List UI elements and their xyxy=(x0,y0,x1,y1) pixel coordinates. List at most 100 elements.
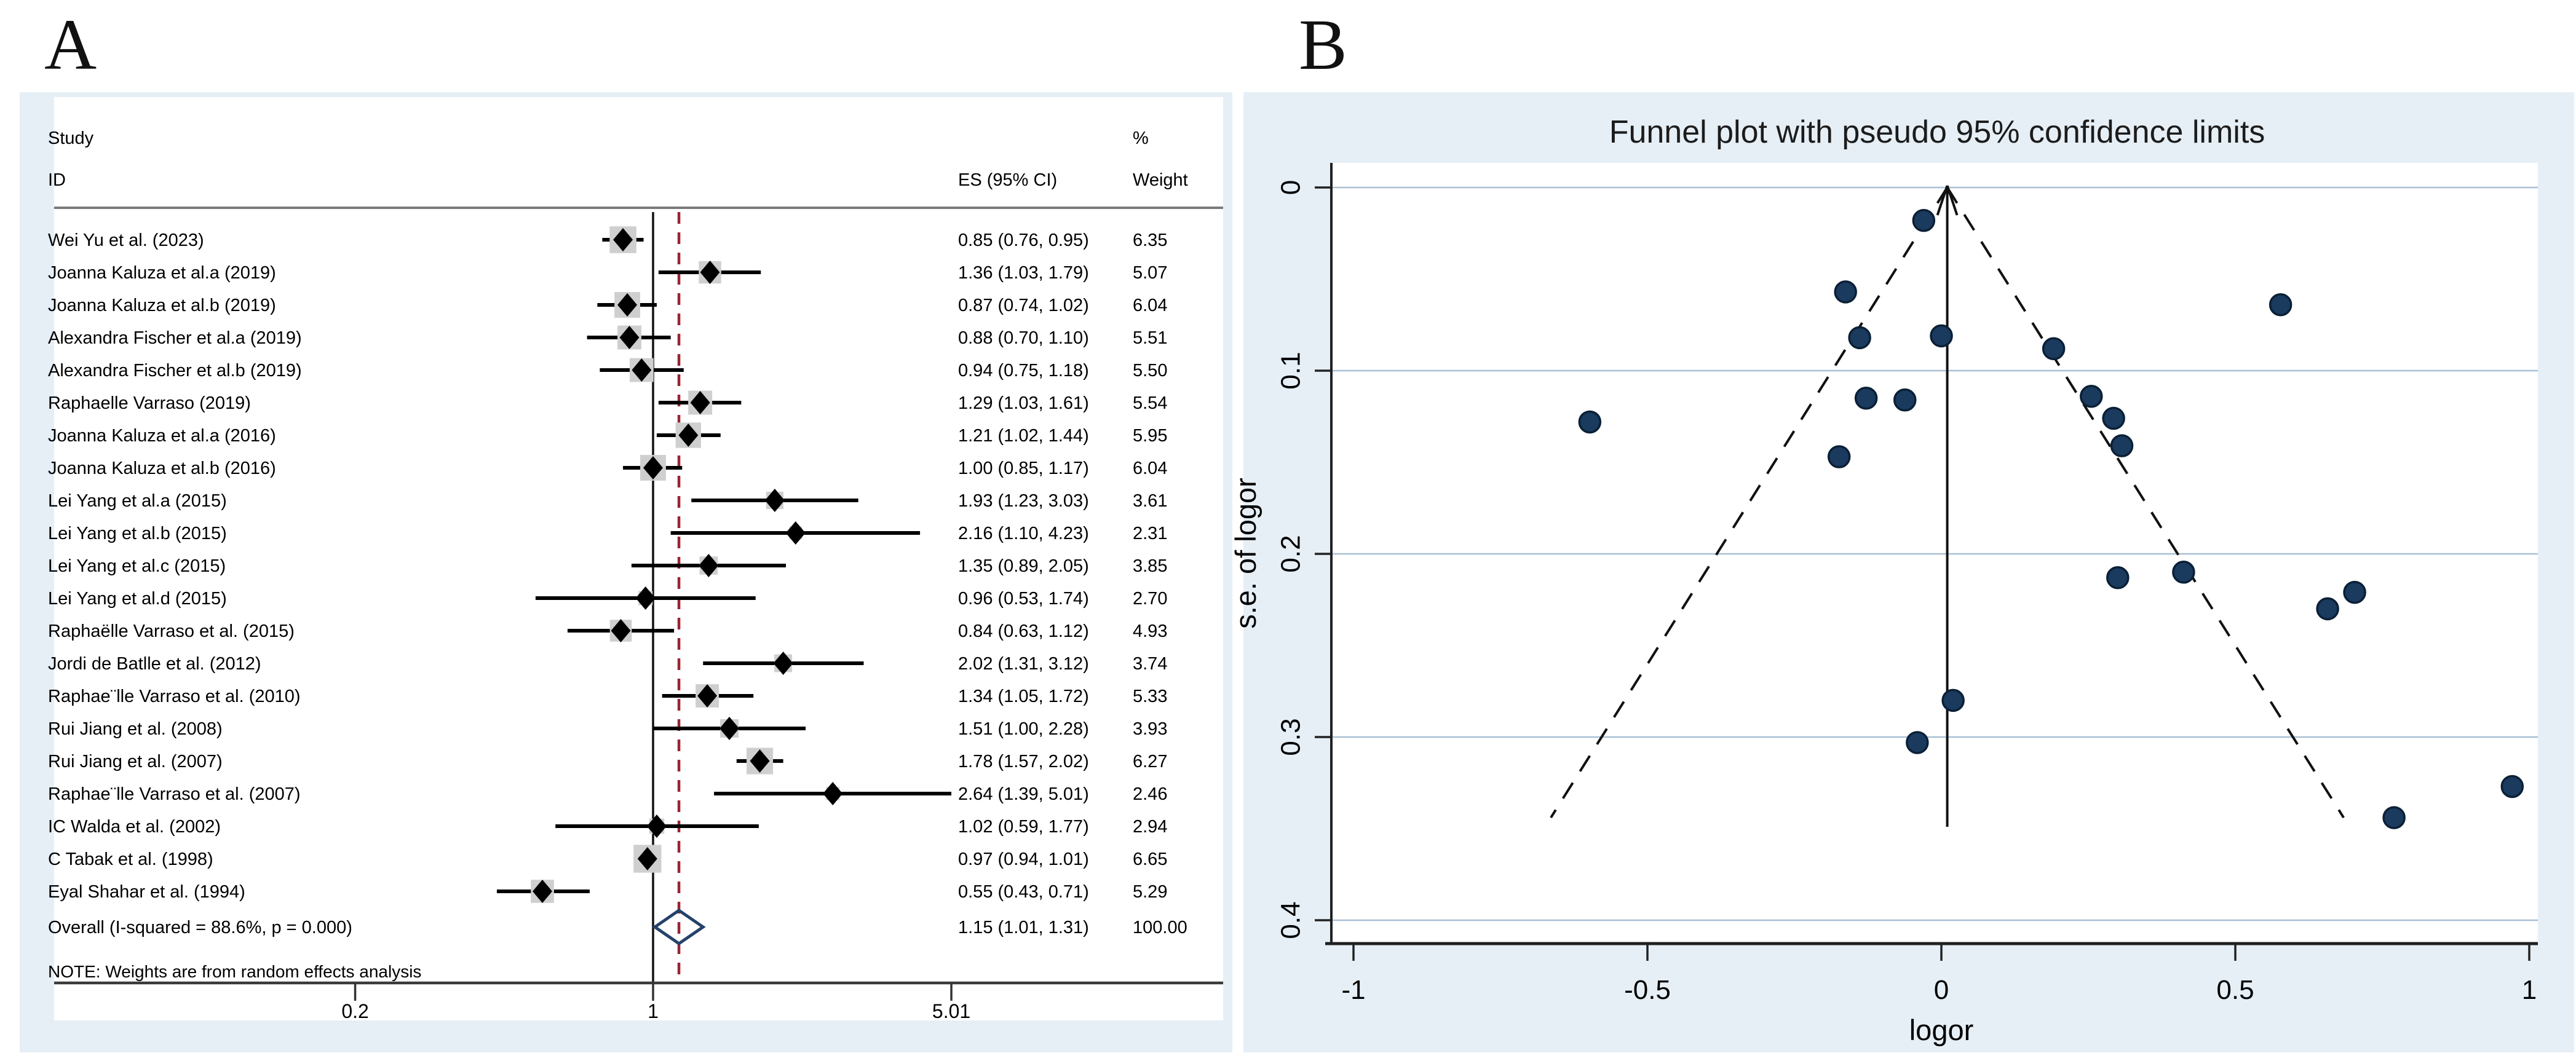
weight-value: 6.65 xyxy=(1133,850,1167,869)
point-estimate-diamond xyxy=(611,619,631,642)
point-estimate-diamond xyxy=(697,684,718,708)
pseudo-ci-left-dashed-line xyxy=(1550,186,1949,819)
axis-tick-label: 1 xyxy=(648,1000,659,1022)
study-data-point xyxy=(1930,324,1953,348)
forest-row: IC Walda et al. (2002) 1.02 (0.59, 1.77) 2… xyxy=(48,814,1167,838)
es-ci-value: 1.02 (0.59, 1.77) xyxy=(958,817,1089,837)
weight-value: 4.93 xyxy=(1133,621,1167,641)
es-ci-value: 0.96 (0.53, 1.74) xyxy=(958,589,1089,609)
study-id-label: Joanna Kaluza et al.a (2019) xyxy=(48,263,276,283)
study-data-point xyxy=(2110,434,2134,457)
study-id-label: Joanna Kaluza et al.b (2019) xyxy=(48,296,276,315)
axis-tick-label: 0.2 xyxy=(341,1000,368,1022)
weight-value: 3.61 xyxy=(1133,491,1167,511)
axis-tick-label: 5.01 xyxy=(932,1000,970,1022)
study-id-label: Raphaelle Varraso (2019) xyxy=(48,393,251,413)
forest-row: Eyal Shahar et al. (1994) 0.55 (0.43, 0.7… xyxy=(48,880,1167,903)
arrowhead-right-stroke xyxy=(1946,185,1959,216)
es-ci-value: 1.35 (0.89, 2.05) xyxy=(958,556,1089,576)
study-data-point xyxy=(2269,293,2293,317)
funnel-axis-ticks: 0 0.1 0.2 0.3 0.4 -1 -0.5 0 0.5 1 xyxy=(1276,180,2537,1005)
study-id-label: IC Walda et al. (2002) xyxy=(48,817,221,837)
forest-row: Lei Yang et al.b (2015) 2.16 (1.10, 4.23)… xyxy=(48,521,1167,545)
funnel-plot-panel: Funnel plot with pseudo 95% confidence l… xyxy=(1229,92,2574,1052)
pseudo-ci-right-dashed-line xyxy=(1946,186,2345,819)
study-data-point xyxy=(1912,208,1936,232)
study-data-point xyxy=(1578,410,1602,434)
study-id-label: Lei Yang et al.b (2015) xyxy=(48,524,227,543)
es-ci-value: 1.00 (0.85, 1.17) xyxy=(958,459,1089,478)
forest-row: Joanna Kaluza et al.a (2016) 1.21 (1.02, … xyxy=(48,422,1167,448)
weight-value: 2.31 xyxy=(1133,524,1167,543)
weight-value: 2.94 xyxy=(1133,817,1167,837)
es-ci-value: 0.94 (0.75, 1.18) xyxy=(958,361,1089,381)
study-data-point xyxy=(1854,386,1878,410)
study-id-label: Alexandra Fischer et al.a (2019) xyxy=(48,328,302,348)
y-axis-tick-label: 0.2 xyxy=(1276,535,1306,572)
forest-plot-panel: Study ID ES (95% CI) % Weight Wei Yu et … xyxy=(20,92,1232,1052)
es-ci-value: 2.02 (1.31, 3.12) xyxy=(958,654,1089,674)
forest-row: Rui Jiang et al. (2007) 1.78 (1.57, 2.02)… xyxy=(48,747,1167,775)
weight-value: 3.93 xyxy=(1133,719,1167,739)
study-id-label: Raphae¨lle Varraso et al. (2007) xyxy=(48,784,301,804)
es-ci-value: 1.51 (1.00, 2.28) xyxy=(958,719,1089,739)
es-ci-value: 0.84 (0.63, 1.12) xyxy=(958,621,1089,641)
forest-note: NOTE: Weights are from random effects an… xyxy=(48,962,421,981)
point-estimate-diamond xyxy=(700,261,720,284)
x-axis-tick-label: 0.5 xyxy=(2216,975,2254,1005)
es-ci-value: 0.88 (0.70, 1.10) xyxy=(958,328,1089,348)
study-data-point xyxy=(1827,445,1851,468)
es-ci-value: 0.97 (0.94, 1.01) xyxy=(958,850,1089,869)
study-id-label: C Tabak et al. (1998) xyxy=(48,850,213,869)
point-estimate-diamond xyxy=(785,521,806,545)
study-data-point xyxy=(2106,566,2130,590)
point-estimate-diamond xyxy=(643,456,663,479)
funnel-y-axis-title: s.e. of logor xyxy=(1229,478,1262,629)
study-data-point xyxy=(1834,280,1857,304)
es-ci-value: 1.21 (1.02, 1.44) xyxy=(958,426,1089,446)
study-id-label: Rui Jiang et al. (2008) xyxy=(48,719,223,739)
study-data-point xyxy=(2080,384,2103,408)
point-estimate-diamond xyxy=(699,554,719,577)
weight-value: 5.33 xyxy=(1133,687,1167,706)
point-estimate-diamond xyxy=(635,586,656,610)
forest-header-es: ES (95% CI) xyxy=(958,170,1057,190)
point-estimate-diamond xyxy=(613,228,633,251)
forest-row: Rui Jiang et al. (2008) 1.51 (1.00, 2.28)… xyxy=(48,717,1167,740)
point-estimate-diamond xyxy=(619,326,640,349)
overall-label: Overall (I-squared = 88.6%, p = 0.000) xyxy=(48,918,352,937)
study-id-label: Jordi de Batlle et al. (2012) xyxy=(48,654,261,674)
forest-header-study: Study xyxy=(48,128,94,148)
weight-value: 5.50 xyxy=(1133,361,1167,381)
forest-header-id: ID xyxy=(48,170,66,190)
point-estimate-diamond xyxy=(533,880,553,903)
es-ci-value: 1.93 (1.23, 3.03) xyxy=(958,491,1089,511)
weight-value: 6.35 xyxy=(1133,231,1167,250)
study-id-label: Wei Yu et al. (2023) xyxy=(48,231,204,250)
es-ci-value: 1.78 (1.57, 2.02) xyxy=(958,752,1089,771)
point-estimate-diamond xyxy=(690,391,710,414)
study-data-point xyxy=(2102,406,2125,430)
weight-value: 5.95 xyxy=(1133,426,1167,446)
study-id-label: Lei Yang et al.a (2015) xyxy=(48,491,227,511)
es-ci-value: 0.87 (0.74, 1.02) xyxy=(958,296,1089,315)
y-axis-tick-label: 0 xyxy=(1276,180,1306,195)
forest-row: Raphae¨lle Varraso et al. (2007) 2.64 (1.… xyxy=(48,782,1167,805)
study-id-label: Lei Yang et al.d (2015) xyxy=(48,589,227,609)
point-estimate-diamond xyxy=(750,749,770,773)
weight-value: 2.70 xyxy=(1133,589,1167,609)
weight-value: 3.74 xyxy=(1133,654,1167,674)
weight-value: 5.51 xyxy=(1133,328,1167,348)
study-id-label: Joanna Kaluza et al.b (2016) xyxy=(48,459,276,478)
forest-row: Lei Yang et al.c (2015) 1.35 (0.89, 2.05)… xyxy=(48,554,1167,577)
forest-rows: Wei Yu et al. (2023) 0.85 (0.76, 0.95) 6.3… xyxy=(48,226,1167,903)
overall-weight-value: 100.00 xyxy=(1133,918,1187,937)
forest-row: Alexandra Fischer et al.b (2019) 0.94 (0.… xyxy=(48,358,1167,382)
es-ci-value: 2.16 (1.10, 4.23) xyxy=(958,524,1089,543)
panel-b-letter: B xyxy=(1299,4,1347,85)
funnel-scatter-points xyxy=(1578,208,2524,829)
overall-es-value: 1.15 (1.01, 1.31) xyxy=(958,918,1089,937)
y-axis-tick-label: 0.4 xyxy=(1276,901,1306,939)
